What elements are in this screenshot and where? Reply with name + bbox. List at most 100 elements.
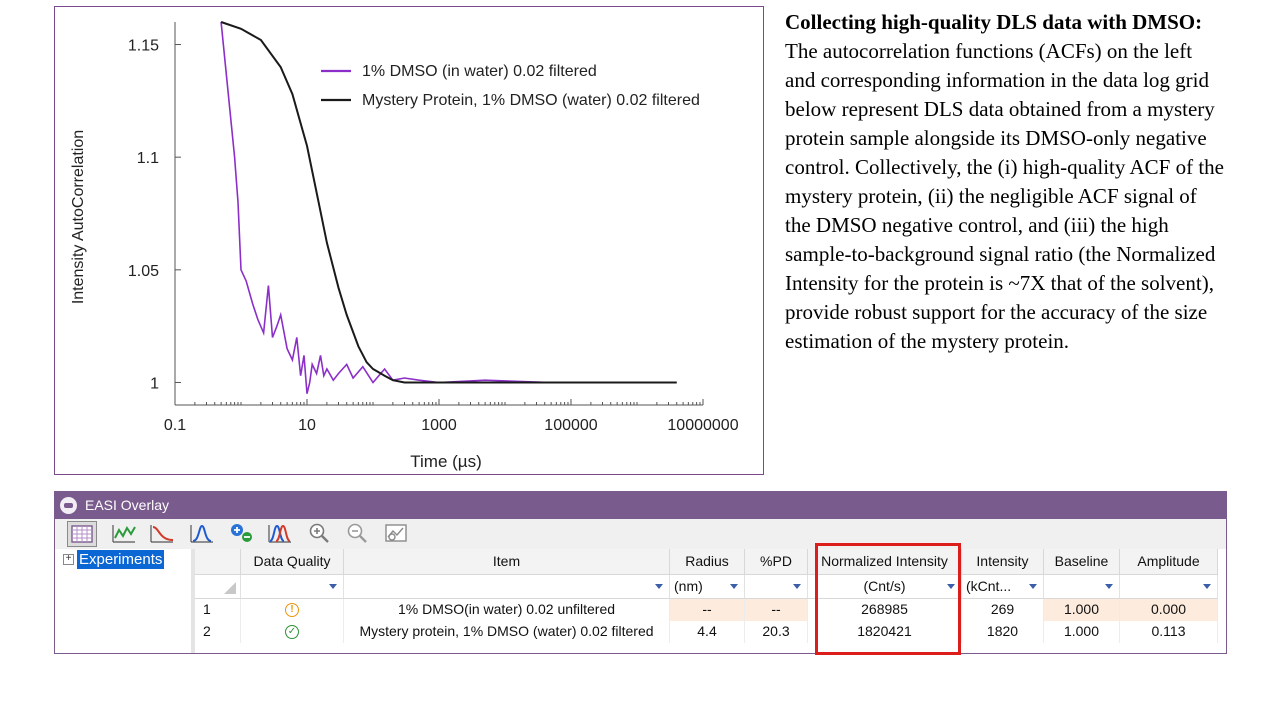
filter-amplitude[interactable] [1120, 575, 1218, 599]
column-header-pd[interactable]: %PD [745, 549, 808, 575]
normalized-intensity-cell[interactable]: 268985 [808, 599, 962, 621]
window-titlebar[interactable]: EASI Overlay [55, 492, 1226, 519]
pd-cell[interactable]: 20.3 [745, 621, 808, 643]
filter-radius[interactable]: (nm) [670, 575, 745, 599]
chart-axes: 0.1 10 1000 100000 10000000 1 1.05 1.1 1.15 [128, 22, 739, 434]
warning-icon: ! [285, 603, 299, 618]
series-line-2 [220, 21, 677, 384]
caption-body: The autocorrelation functions (ACFs) on … [785, 39, 1224, 353]
zoom-fit-button[interactable] [381, 521, 411, 547]
normalized-intensity-cell[interactable]: 1820421 [808, 621, 962, 643]
chart-legend: 1% DMSO (in water) 0.02 filtered Mystery … [313, 55, 757, 121]
grid-view-icon [71, 525, 93, 543]
filter-normalized-intensity[interactable]: (Cnt/s) [808, 575, 962, 599]
line-plot-button[interactable] [109, 521, 139, 547]
dropdown-arrow-icon [730, 584, 738, 589]
pane-splitter[interactable] [191, 549, 195, 653]
filter-intensity[interactable]: (kCnt... [962, 575, 1044, 599]
line-plot-icon [112, 525, 136, 543]
column-header-amplitude[interactable]: Amplitude [1120, 549, 1218, 575]
decay-plot-icon [150, 525, 174, 543]
row-number-filter-corner [195, 575, 241, 599]
baseline-cell[interactable]: 1.000 [1044, 621, 1120, 643]
data-log-grid: Data Quality Item Radius %PD Normalized … [195, 549, 1226, 653]
chart-series-lines [220, 21, 677, 394]
decay-plot-button[interactable] [147, 521, 177, 547]
data-quality-cell[interactable]: ✓ [241, 621, 344, 643]
legend-background [313, 55, 757, 121]
acf-chart: 0.1 10 1000 100000 10000000 1 1.05 1.1 1.15 1% D… [70, 21, 757, 471]
app-icon [60, 497, 77, 514]
grid-view-button[interactable] [67, 521, 97, 547]
unit-radius: (nm) [674, 578, 703, 594]
add-remove-icon [231, 524, 252, 542]
distribution-plot-icon [190, 524, 213, 543]
tree-expand-toggle[interactable]: + [63, 554, 74, 565]
amplitude-cell[interactable]: 0.113 [1120, 621, 1218, 643]
corner-triangle-icon [224, 582, 236, 594]
data-quality-cell[interactable]: ! [241, 599, 344, 621]
row-number[interactable]: 2 [195, 621, 241, 643]
zoom-out-button[interactable] [343, 521, 373, 547]
overlay-distribution-button[interactable] [265, 521, 295, 547]
filter-item[interactable] [344, 575, 670, 599]
acf-chart-panel: 0.1 10 1000 100000 10000000 1 1.05 1.1 1.15 1% D… [54, 6, 764, 475]
y-tick-label: 1.15 [128, 38, 159, 55]
x-tick-label: 1000 [421, 417, 457, 434]
filter-baseline[interactable] [1044, 575, 1120, 599]
dropdown-arrow-icon [947, 584, 955, 589]
column-header-data-quality[interactable]: Data Quality [241, 549, 344, 575]
legend-label: Mystery Protein, 1% DMSO (water) 0.02 fi… [362, 92, 700, 109]
x-tick-label: 100000 [544, 417, 597, 434]
dropdown-arrow-icon [1029, 584, 1037, 589]
intensity-cell[interactable]: 1820 [962, 621, 1044, 643]
dropdown-arrow-icon [1105, 584, 1113, 589]
filter-data-quality[interactable] [241, 575, 344, 599]
pd-cell[interactable]: -- [745, 599, 808, 621]
tree-item-experiments[interactable]: Experiments [77, 550, 165, 569]
y-tick-label: 1.1 [137, 150, 159, 167]
add-remove-button[interactable] [227, 521, 257, 547]
dropdown-arrow-icon [1203, 584, 1211, 589]
easi-overlay-window: EASI Overlay [54, 491, 1227, 654]
column-header-baseline[interactable]: Baseline [1044, 549, 1120, 575]
filter-pd[interactable] [745, 575, 808, 599]
column-header-normalized-intensity[interactable]: Normalized Intensity [808, 549, 962, 575]
x-tick-label: 10000000 [667, 417, 738, 434]
row-number[interactable]: 1 [195, 599, 241, 621]
zoom-fit-icon [385, 524, 407, 542]
overlay-dist-icon [268, 524, 291, 543]
window-title: EASI Overlay [85, 497, 170, 513]
column-header-intensity[interactable]: Intensity [962, 549, 1044, 575]
dropdown-arrow-icon [655, 584, 663, 589]
unit-normalized-intensity: (Cnt/s) [863, 578, 906, 594]
radius-cell[interactable]: -- [670, 599, 745, 621]
item-cell[interactable]: 1% DMSO(in water) 0.02 unfiltered [344, 599, 670, 621]
column-header-radius[interactable]: Radius [670, 549, 745, 575]
x-tick-label: 10 [298, 417, 316, 434]
unit-intensity: (kCnt... [966, 578, 1012, 594]
x-tick-label: 0.1 [164, 417, 186, 434]
row-number-header [195, 549, 241, 575]
amplitude-cell[interactable]: 0.000 [1120, 599, 1218, 621]
zoom-in-icon [309, 523, 329, 543]
distribution-plot-button[interactable] [187, 521, 217, 547]
intensity-cell[interactable]: 269 [962, 599, 1044, 621]
y-axis-label: Intensity AutoCorrelation [70, 130, 87, 304]
dropdown-arrow-icon [329, 584, 337, 589]
caption-heading: Collecting high-quality DLS data with DM… [785, 10, 1203, 34]
y-tick-label: 1.05 [128, 263, 159, 280]
legend-label: 1% DMSO (in water) 0.02 filtered [362, 63, 597, 80]
series-line-1 [220, 21, 677, 394]
check-circle-icon: ✓ [285, 625, 299, 640]
y-tick-label: 1 [150, 375, 159, 392]
item-cell[interactable]: Mystery protein, 1% DMSO (water) 0.02 fi… [344, 621, 670, 643]
radius-cell[interactable]: 4.4 [670, 621, 745, 643]
column-header-item[interactable]: Item [344, 549, 670, 575]
baseline-cell[interactable]: 1.000 [1044, 599, 1120, 621]
dropdown-arrow-icon [793, 584, 801, 589]
toolbar [55, 519, 1226, 549]
zoom-out-icon [347, 523, 367, 543]
zoom-in-button[interactable] [305, 521, 335, 547]
figure-caption: Collecting high-quality DLS data with DM… [785, 8, 1225, 356]
